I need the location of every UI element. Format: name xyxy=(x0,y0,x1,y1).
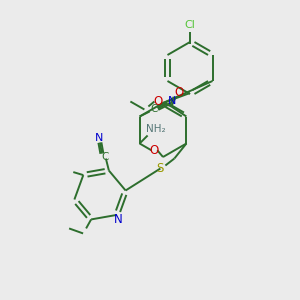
Text: N: N xyxy=(167,97,176,106)
Text: S: S xyxy=(157,162,164,175)
Text: Cl: Cl xyxy=(184,20,195,30)
Text: C: C xyxy=(150,104,157,115)
Text: O: O xyxy=(154,95,163,108)
Text: NH₂: NH₂ xyxy=(146,124,165,134)
Text: N: N xyxy=(114,213,123,226)
Text: N: N xyxy=(95,133,103,142)
Text: O: O xyxy=(175,86,184,99)
Text: O: O xyxy=(150,144,159,157)
Text: C: C xyxy=(101,152,109,162)
